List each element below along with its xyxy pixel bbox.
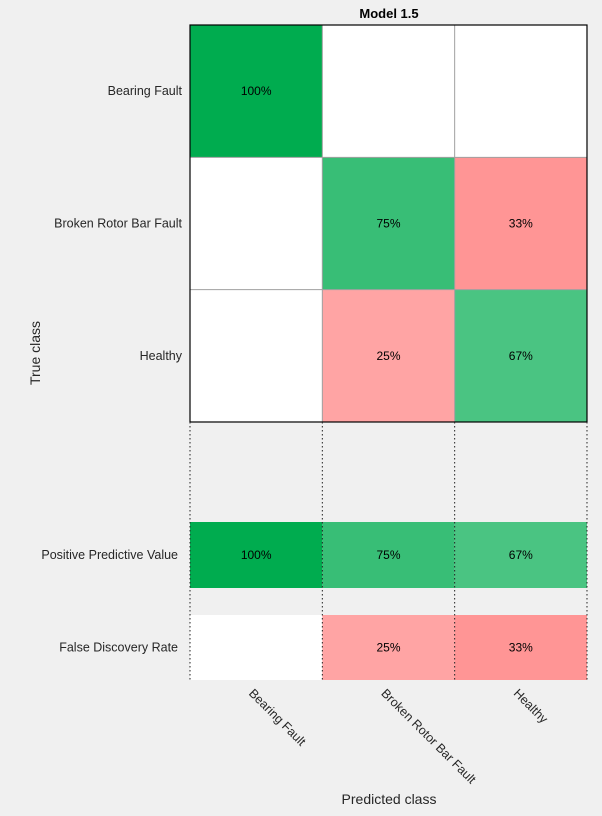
summary-cell-label-false-discovery-rate-2: 25% bbox=[376, 641, 400, 655]
matrix-cell-label-2-2: 75% bbox=[376, 216, 400, 230]
matrix-cell-2-2 bbox=[322, 157, 455, 290]
matrix-cell-1-3 bbox=[454, 25, 587, 158]
summary-cell-false-discovery-rate-2 bbox=[322, 615, 455, 680]
column-label-healthy: Healthy bbox=[511, 686, 551, 726]
matrix-cell-2-3 bbox=[454, 157, 587, 290]
x-axis-label: Predicted class bbox=[342, 791, 437, 807]
matrix-cell-1-2 bbox=[322, 25, 455, 158]
matrix-cell-3-1 bbox=[190, 289, 323, 422]
summary-cell-label-positive-predictive-value-1: 100% bbox=[241, 548, 272, 562]
summary-row-label-false-discovery-rate: False Discovery Rate bbox=[59, 641, 178, 655]
column-label-broken-rotor-bar-fault: Broken Rotor Bar Fault bbox=[378, 686, 479, 787]
matrix-cell-label-3-2: 25% bbox=[376, 349, 400, 363]
summary-cell-positive-predictive-value-1 bbox=[190, 522, 323, 588]
summary-cell-false-discovery-rate-1 bbox=[190, 615, 323, 680]
matrix-cell-label-1-1: 100% bbox=[241, 84, 272, 98]
matrix-cell-2-1 bbox=[190, 157, 323, 290]
summary-cell-label-false-discovery-rate-3: 33% bbox=[509, 641, 533, 655]
y-axis-label: True class bbox=[27, 321, 43, 385]
matrix-cell-label-2-3: 33% bbox=[509, 216, 533, 230]
summary-row-label-positive-predictive-value: Positive Predictive Value bbox=[41, 548, 178, 562]
summary-cell-positive-predictive-value-2 bbox=[322, 522, 455, 588]
summary-cell-false-discovery-rate-3 bbox=[454, 615, 587, 680]
row-label-broken-rotor-bar-fault: Broken Rotor Bar Fault bbox=[54, 216, 182, 230]
matrix-cell-3-2 bbox=[322, 289, 455, 422]
matrix-border bbox=[189, 24, 588, 423]
column-label-bearing-fault: Bearing Fault bbox=[246, 686, 309, 749]
row-label-bearing-fault: Bearing Fault bbox=[108, 84, 183, 98]
chart-title: Model 1.5 bbox=[359, 6, 418, 21]
summary-cell-label-positive-predictive-value-3: 67% bbox=[509, 548, 533, 562]
matrix-cell-label-3-3: 67% bbox=[509, 349, 533, 363]
matrix-cell-3-3 bbox=[454, 289, 587, 422]
row-label-healthy: Healthy bbox=[140, 349, 183, 363]
summary-cell-label-positive-predictive-value-2: 75% bbox=[376, 548, 400, 562]
matrix-cell-1-1 bbox=[190, 25, 323, 158]
summary-cell-positive-predictive-value-3 bbox=[454, 522, 587, 588]
